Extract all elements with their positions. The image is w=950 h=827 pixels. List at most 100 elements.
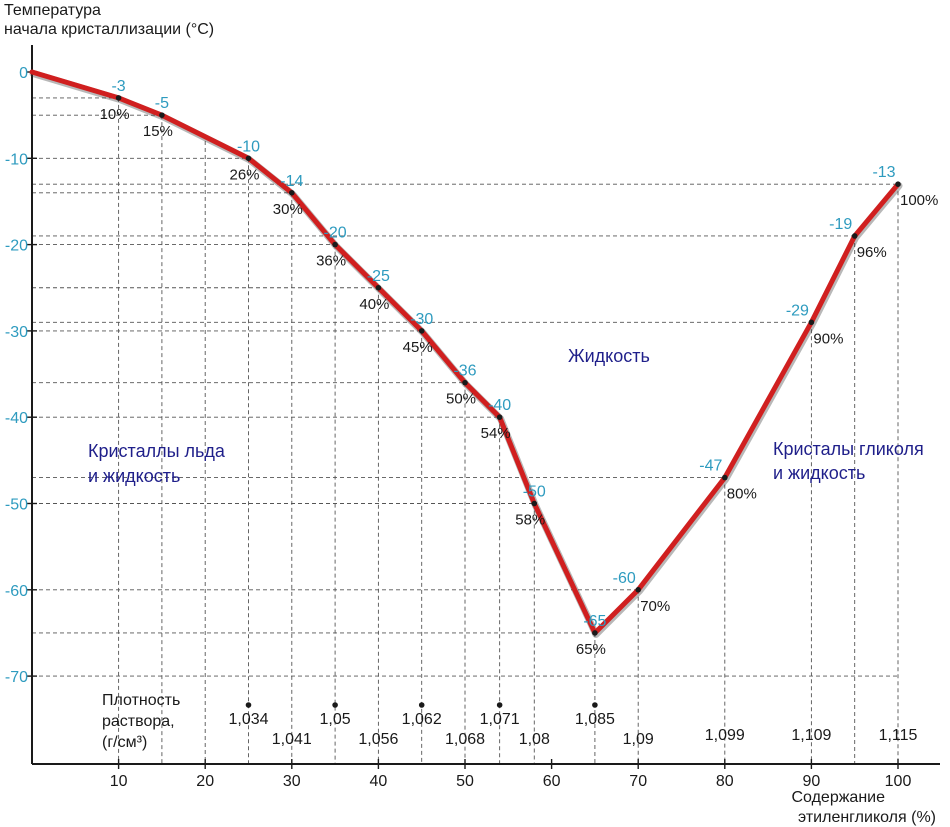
density-marker [245,702,252,708]
density-value: 1,041 [272,731,312,748]
density-value: 1,099 [705,727,745,744]
data-point [245,155,252,162]
region-label-liquid: Жидкость [568,346,650,366]
density-value: 1,109 [791,727,831,744]
temperature-label: -40 [488,397,511,414]
axis-ticks: 0 -10 -20 -30 -40 -50 -60 -70 10 20 30 40 50 60 70 80 90… [5,65,912,790]
percent-label: 80% [727,486,757,503]
percent-label: 10% [100,106,130,123]
percent-label: 65% [576,641,606,658]
density-title-line2: раствора, [102,713,175,730]
temperature-label: -3 [111,78,125,95]
data-point [375,284,382,291]
data-point [496,414,503,421]
percent-label: 100% [900,192,938,209]
density-value: 1,08 [519,731,550,748]
region-label-ice-line2: и жидкость [88,466,180,486]
density-title-line1: Плотность [102,692,180,709]
x-tick-label: 100 [885,773,912,790]
temperature-label: -30 [410,311,433,328]
percent-label: 40% [359,296,389,313]
density-marker [592,702,598,708]
density-value: 1,062 [402,711,442,728]
data-labels: -3 10% -5 15% -10 26% -14 30% -20 36% -25 40% -30 45%… [100,78,939,658]
x-tick-label: 90 [803,773,821,790]
density-marker [418,702,425,708]
density-value: 1,071 [480,711,520,728]
density-value: 1,068 [445,731,485,748]
temperature-label: -65 [583,613,606,630]
data-point [635,587,641,593]
data-point [332,241,338,248]
density-value: 1,09 [623,731,654,748]
density-marker [332,702,338,708]
temperature-label: -5 [155,95,169,112]
series-line-shadow [29,70,903,638]
y-tick-label: 0 [19,65,28,82]
percent-label: 30% [273,201,303,218]
temperature-label: -14 [280,173,303,190]
data-point [851,233,858,239]
percent-label: 26% [229,166,259,183]
percent-label: 90% [813,330,843,347]
percent-label: 36% [316,253,346,270]
data-point [722,474,728,481]
density-value: 1,05 [320,711,351,728]
data-point [289,190,295,196]
region-label-glycol-line2: и жидкость [773,463,865,483]
x-tick-label: 80 [716,773,734,790]
grid-lines [32,97,899,764]
density-value: 1,056 [358,731,398,748]
y-axis-title-line2: начала кристаллизации (°C) [4,21,214,38]
data-point [115,95,122,101]
y-tick-label: -40 [5,410,28,427]
y-tick-label: -70 [5,669,28,686]
density-marker [496,702,503,708]
data-point [531,500,538,507]
density-value: 1,085 [575,711,615,728]
temperature-label: -50 [523,484,546,501]
x-tick-label: 60 [543,773,561,790]
region-label-ice-line1: Кристаллы льда [88,441,226,461]
x-tick-label: 30 [283,773,301,790]
percent-label: 54% [481,425,511,442]
density-title-line3: (г/см³) [102,734,147,751]
data-point [418,328,425,334]
y-tick-label: -50 [5,497,28,514]
data-point [808,319,815,326]
temperature-label: -20 [324,225,347,242]
x-axis-title-line1: Содержание [791,789,885,806]
data-point [592,630,598,636]
x-tick-label: 50 [456,773,474,790]
temperature-label: -19 [829,216,852,233]
data-point [159,112,165,118]
percent-label: 96% [857,244,887,261]
density-value: 1,034 [228,711,268,728]
temperature-label: -13 [872,164,895,181]
temperature-label: -60 [613,570,636,587]
percent-label: 45% [403,339,433,356]
data-point [462,379,468,386]
temperature-label: -36 [453,363,476,380]
axes [31,45,940,765]
x-tick-label: 40 [370,773,388,790]
series-line [29,69,901,636]
y-tick-label: -30 [5,324,28,341]
x-tick-label: 70 [629,773,647,790]
y-tick-label: -20 [5,238,28,255]
temperature-label: -29 [786,302,809,319]
region-label-glycol-line1: Кристалы гликоля [773,439,924,459]
x-tick-label: 20 [196,773,214,790]
x-tick-label: 10 [110,773,128,790]
y-axis-title-line1: Температура [4,2,101,19]
percent-label: 58% [515,512,545,529]
percent-label: 50% [446,391,476,408]
temperature-label: -47 [699,458,722,475]
percent-label: 70% [640,598,670,615]
temperature-label: -25 [367,268,390,285]
x-axis-title-line2: этиленгликоля (%) [798,809,936,826]
percent-label: 15% [143,123,173,140]
y-tick-label: -10 [5,151,28,168]
